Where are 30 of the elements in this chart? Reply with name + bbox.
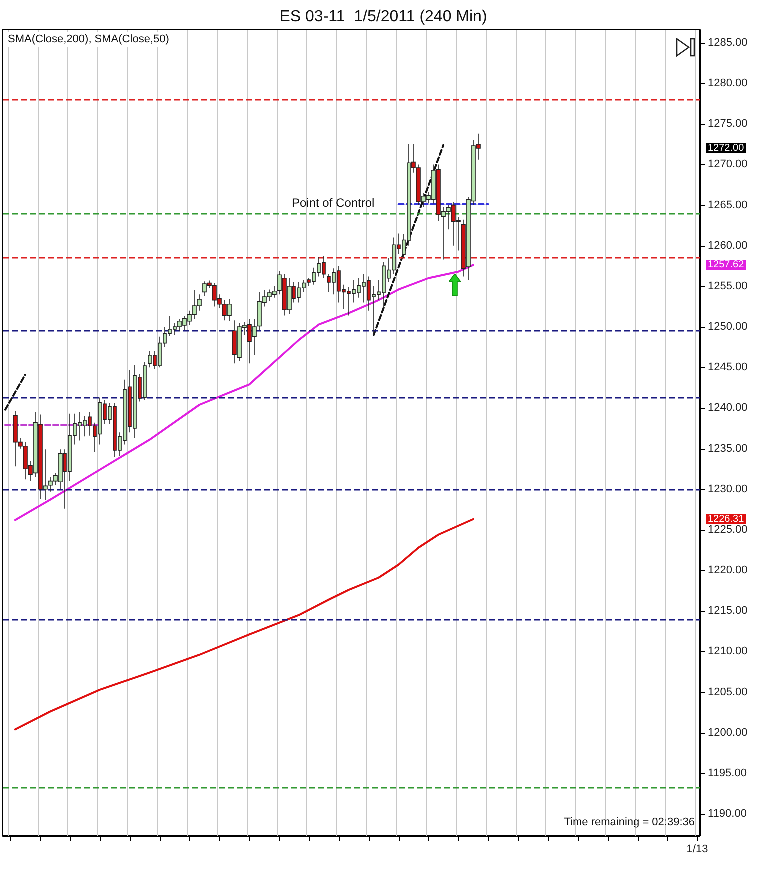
y-tick-label: 1215.00 xyxy=(708,605,748,618)
annotation: Point of Control xyxy=(292,196,375,210)
text: 1257.62 xyxy=(708,260,745,271)
y-tick-label: 1210.00 xyxy=(708,646,748,658)
line-series xyxy=(14,264,474,522)
y-tick-label: 1270.00 xyxy=(708,158,748,171)
y-tick-label: 1220.00 xyxy=(708,564,748,577)
y-tick-label: 1235.00 xyxy=(708,442,748,455)
y-tick-label: 1260.00 xyxy=(708,240,748,252)
x-tick-label: 1/13 xyxy=(686,844,708,856)
chart-subtitle: SMA(Close,200), SMA(Close,50) xyxy=(8,34,170,46)
line-series xyxy=(14,518,474,731)
y-tick-label: 1190.00 xyxy=(708,808,747,820)
y-tick-label: 1200.00 xyxy=(708,726,748,739)
chart-title: ES 03-11 1/5/2011 (240 Min) xyxy=(280,8,488,26)
y-tick-label: 1225.00 xyxy=(708,524,748,536)
y-tick-label: 1205.00 xyxy=(708,686,748,698)
y-tick-label: 1280.00 xyxy=(708,78,748,90)
y-tick-label: 1245.00 xyxy=(708,362,748,374)
y-tick-label: 1285.00 xyxy=(708,36,748,49)
text: 1226.31 xyxy=(708,514,745,525)
y-tick-label: 1275.00 xyxy=(708,118,748,130)
y-tick-label: 1195.00 xyxy=(708,768,747,780)
y-tick-label: 1240.00 xyxy=(708,402,748,414)
y-tick-label: 1255.00 xyxy=(708,280,748,292)
y-tick-label: 1250.00 xyxy=(708,321,748,334)
text: 1272.00 xyxy=(708,143,744,154)
annotation: Time remaining = 02:39:36 xyxy=(564,816,695,828)
y-tick-label: 1265.00 xyxy=(708,199,748,212)
y-tick-label: 1230.00 xyxy=(708,483,748,496)
